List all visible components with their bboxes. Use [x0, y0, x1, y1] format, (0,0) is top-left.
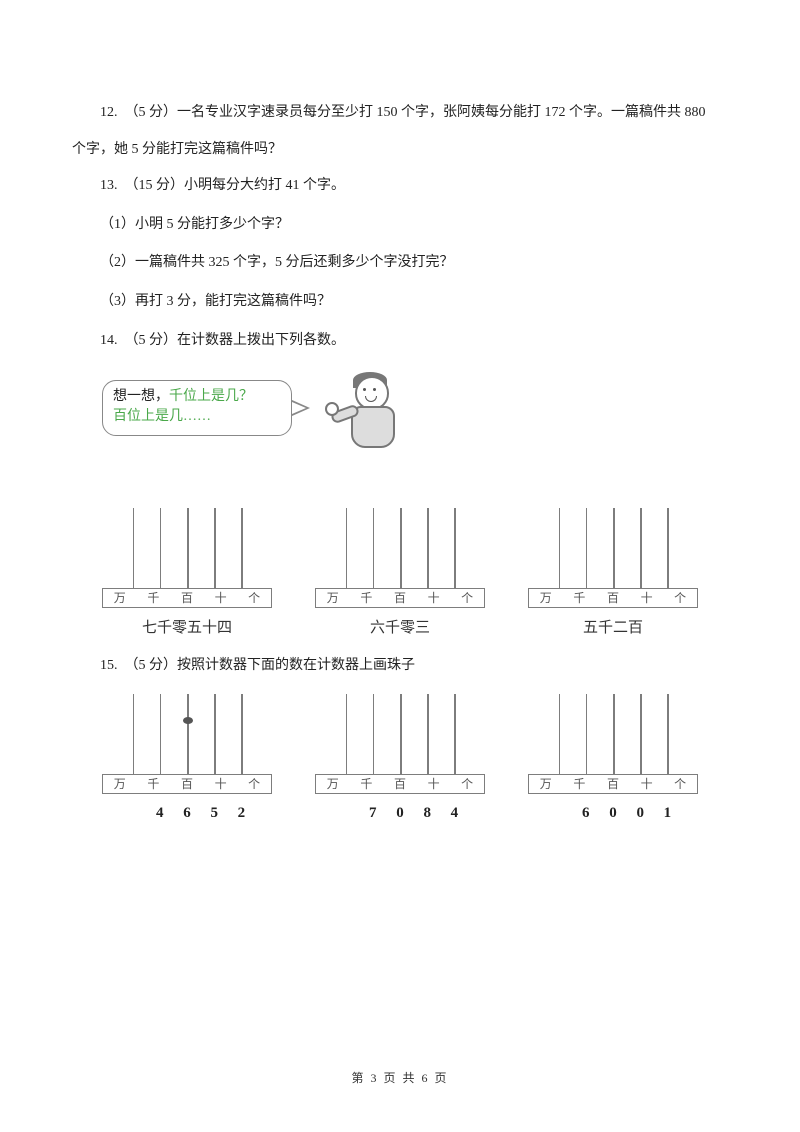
speech-bubble: 想一想，千位上是几？ 百位上是几……	[102, 380, 292, 436]
q13-sub1: （1）小明 5 分能打多少个字？	[72, 212, 728, 239]
thought-bubble-illustration: 想一想，千位上是几？ 百位上是几……	[102, 372, 422, 462]
bubble-text-1b: 千位上是几？	[169, 389, 253, 404]
digit: 0	[627, 799, 654, 828]
q15-head: 15. （5 分）按照计数器下面的数在计数器上画珠子	[72, 653, 728, 680]
q13-head: 13. （15 分）小明每分大约打 41 个字。	[72, 173, 728, 200]
abacus-2c: 万 千 百 十 个 6 0 0 1	[528, 694, 698, 828]
place-qian: 千	[137, 589, 171, 607]
place-wan: 万	[529, 775, 563, 793]
q13-sub2: （2）一篇稿件共 325 个字，5 分后还剩多少个字没打完？	[72, 250, 728, 277]
abacus-2b: 万 千 百 十 个 7 0 8 4	[315, 694, 485, 828]
abacus-1b-label: 六千零三	[315, 614, 485, 643]
place-shi: 十	[417, 775, 451, 793]
place-ge: 个	[450, 775, 484, 793]
digit: 0	[386, 799, 413, 828]
abacus-2b-digits: 7 0 8 4	[315, 799, 485, 828]
abacus-1a: 万 千 百 十 个 七千零五十四	[102, 508, 272, 643]
place-bai: 百	[596, 775, 630, 793]
place-qian: 千	[563, 589, 597, 607]
bubble-text-1a: 想一想，	[113, 389, 169, 404]
place-ge: 个	[237, 589, 271, 607]
place-bai: 百	[596, 589, 630, 607]
abacus-1c-label: 五千二百	[528, 614, 698, 643]
digit: 2	[228, 799, 255, 828]
abacus-row-2: 万 千 百 十 个 4 6 5 2 万 千 百 十	[102, 694, 698, 828]
q13-sub3: （3）再打 3 分，能打完这篇稿件吗？	[72, 289, 728, 316]
place-ge: 个	[663, 775, 697, 793]
place-qian: 千	[350, 589, 384, 607]
place-shi: 十	[417, 589, 451, 607]
place-shi: 十	[204, 589, 238, 607]
cartoon-boy-icon	[327, 372, 407, 462]
page: 12. （5 分）一名专业汉字速录员每分至少打 150 个字，张阿姨每分能打 1…	[0, 0, 800, 1132]
place-shi: 十	[630, 589, 664, 607]
digit: 6	[572, 799, 599, 828]
digit: 5	[201, 799, 228, 828]
digit: 7	[359, 799, 386, 828]
abacus-2c-digits: 6 0 0 1	[528, 799, 698, 828]
place-wan: 万	[103, 775, 137, 793]
digit: 4	[441, 799, 468, 828]
place-shi: 十	[204, 775, 238, 793]
place-bai: 百	[170, 589, 204, 607]
digit: 0	[599, 799, 626, 828]
abacus-1c: 万 千 百 十 个 五千二百	[528, 508, 698, 643]
abacus-2a-digits: 4 6 5 2	[102, 799, 272, 828]
bubble-text-2: 百位上是几……	[113, 409, 211, 424]
abacus-row-1: 万 千 百 十 个 七千零五十四 万 千 百 十 个 六千零三	[102, 508, 698, 643]
artifact-text	[100, 472, 728, 493]
place-wan: 万	[103, 589, 137, 607]
place-shi: 十	[630, 775, 664, 793]
place-bai: 百	[170, 775, 204, 793]
abacus-1a-label: 七千零五十四	[102, 614, 272, 643]
digit: 4	[146, 799, 173, 828]
abacus-1b: 万 千 百 十 个 六千零三	[315, 508, 485, 643]
q12-line2: 个字，她 5 分能打完这篇稿件吗？	[72, 137, 728, 164]
q14-head: 14. （5 分）在计数器上拨出下列各数。	[72, 328, 728, 355]
abacus-2a: 万 千 百 十 个 4 6 5 2	[102, 694, 272, 828]
place-qian: 千	[137, 775, 171, 793]
place-qian: 千	[563, 775, 597, 793]
place-wan: 万	[316, 775, 350, 793]
q12-line1: 12. （5 分）一名专业汉字速录员每分至少打 150 个字，张阿姨每分能打 1…	[72, 100, 728, 127]
bead-icon	[183, 717, 193, 724]
place-bai: 百	[383, 775, 417, 793]
digit: 6	[173, 799, 200, 828]
place-wan: 万	[316, 589, 350, 607]
place-ge: 个	[663, 589, 697, 607]
place-wan: 万	[529, 589, 563, 607]
place-qian: 千	[350, 775, 384, 793]
digit: 1	[654, 799, 681, 828]
bubble-tail-icon	[292, 400, 310, 416]
place-ge: 个	[237, 775, 271, 793]
place-bai: 百	[383, 589, 417, 607]
page-footer: 第 3 页 共 6 页	[0, 1067, 800, 1090]
digit: 8	[414, 799, 441, 828]
place-ge: 个	[450, 589, 484, 607]
